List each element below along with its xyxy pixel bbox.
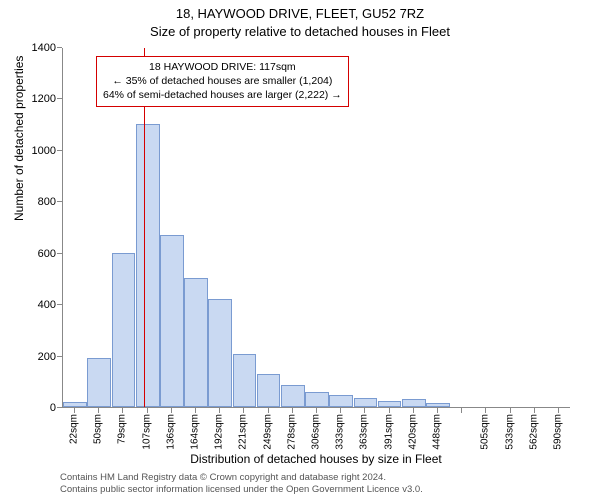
histogram-bar xyxy=(378,401,402,407)
x-tick-label: 79sqm xyxy=(117,414,128,444)
x-tick-label: 107sqm xyxy=(141,414,152,450)
y-tick-label: 1400 xyxy=(32,42,56,54)
x-tick-label: 22sqm xyxy=(69,414,80,444)
histogram-bar xyxy=(136,124,160,407)
x-tick-mark xyxy=(413,408,414,413)
histogram-bar xyxy=(257,374,281,407)
y-tick-label: 0 xyxy=(50,402,56,414)
x-tick-mark xyxy=(316,408,317,413)
x-tick-mark xyxy=(171,408,172,413)
x-tick-mark xyxy=(147,408,148,413)
x-tick-mark xyxy=(437,408,438,413)
x-tick-label: 333sqm xyxy=(335,414,346,450)
x-tick-label: 533sqm xyxy=(504,414,515,450)
annotation-line-1: 18 HAYWOOD DRIVE: 117sqm xyxy=(103,60,342,74)
y-tick-label: 1200 xyxy=(32,93,56,105)
attribution-line-2: Contains public sector information licen… xyxy=(60,484,590,496)
x-tick-mark xyxy=(485,408,486,413)
histogram-bar xyxy=(329,395,353,407)
x-tick-label: 391sqm xyxy=(383,414,394,450)
x-tick-mark xyxy=(243,408,244,413)
histogram-bar xyxy=(112,253,136,407)
x-tick-label: 306sqm xyxy=(311,414,322,450)
attribution-text: Contains HM Land Registry data © Crown c… xyxy=(60,472,590,496)
x-tick-mark xyxy=(364,408,365,413)
y-tick-label: 400 xyxy=(38,299,56,311)
chart-container: 18, HAYWOOD DRIVE, FLEET, GU52 7RZ Size … xyxy=(0,0,600,500)
x-tick-label: 363sqm xyxy=(359,414,370,450)
histogram-bar xyxy=(87,358,111,407)
histogram-bar xyxy=(233,354,257,407)
x-tick-label: 562sqm xyxy=(528,414,539,450)
histogram-bar xyxy=(160,235,184,407)
x-tick-label: 136sqm xyxy=(165,414,176,450)
x-tick-label: 505sqm xyxy=(480,414,491,450)
annotation-line-2: ← 35% of detached houses are smaller (1,… xyxy=(103,74,342,88)
x-tick-label: 420sqm xyxy=(407,414,418,450)
x-axis-label: Distribution of detached houses by size … xyxy=(62,452,570,466)
x-tick-mark xyxy=(219,408,220,413)
histogram-bar xyxy=(63,402,87,407)
x-tick-mark xyxy=(510,408,511,413)
x-tick-label: 50sqm xyxy=(93,414,104,444)
y-tick-label: 800 xyxy=(38,196,56,208)
x-tick-mark xyxy=(74,408,75,413)
x-tick-label: 278sqm xyxy=(286,414,297,450)
x-tick-label: 164sqm xyxy=(190,414,201,450)
histogram-bar xyxy=(184,278,208,407)
y-axis-label: Number of detached properties xyxy=(12,56,26,221)
x-tick-label: 448sqm xyxy=(431,414,442,450)
histogram-bar xyxy=(402,399,426,407)
x-tick-mark xyxy=(98,408,99,413)
y-tick-label: 200 xyxy=(38,351,56,363)
attribution-line-1: Contains HM Land Registry data © Crown c… xyxy=(60,472,590,484)
x-tick-mark xyxy=(195,408,196,413)
histogram-bar xyxy=(281,385,305,407)
chart-title-main: 18, HAYWOOD DRIVE, FLEET, GU52 7RZ xyxy=(0,6,600,21)
marker-annotation: 18 HAYWOOD DRIVE: 117sqm ← 35% of detach… xyxy=(96,56,349,107)
y-tick-label: 1000 xyxy=(32,145,56,157)
x-tick-mark xyxy=(268,408,269,413)
x-tick-label: 249sqm xyxy=(262,414,273,450)
histogram-bar xyxy=(426,403,450,407)
x-tick-mark xyxy=(389,408,390,413)
histogram-bar xyxy=(208,299,232,407)
x-tick-mark xyxy=(558,408,559,413)
x-tick-label: 221sqm xyxy=(238,414,249,450)
histogram-bar xyxy=(305,392,329,407)
x-tick-mark xyxy=(534,408,535,413)
x-tick-mark xyxy=(292,408,293,413)
x-tick-label: 590sqm xyxy=(552,414,563,450)
x-tick-label: 192sqm xyxy=(214,414,225,450)
chart-title-sub: Size of property relative to detached ho… xyxy=(0,24,600,39)
histogram-bar xyxy=(354,398,378,407)
y-tick-label: 600 xyxy=(38,248,56,260)
annotation-line-3: 64% of semi-detached houses are larger (… xyxy=(103,88,342,102)
x-tick-mark xyxy=(340,408,341,413)
x-tick-mark xyxy=(461,408,462,413)
x-tick-mark xyxy=(122,408,123,413)
